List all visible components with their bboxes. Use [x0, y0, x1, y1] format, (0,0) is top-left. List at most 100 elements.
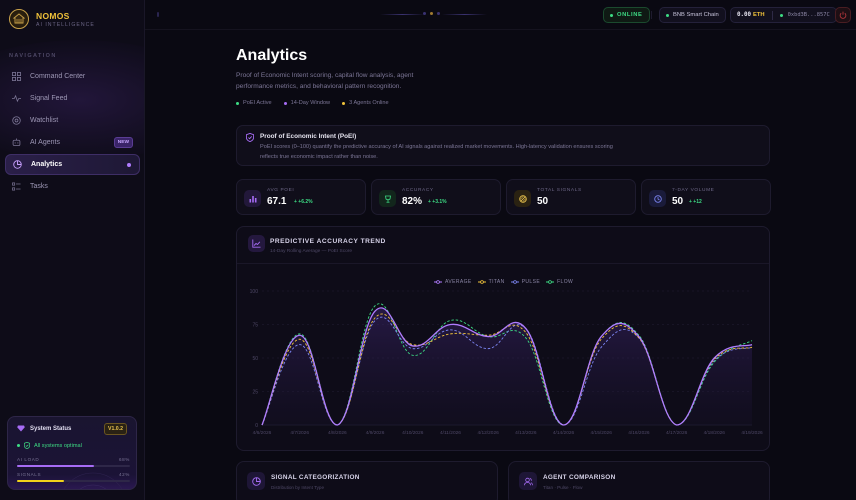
- line-chart-icon: [248, 235, 265, 252]
- power-icon: [839, 11, 847, 19]
- ai-load-fill: [17, 465, 94, 467]
- sidebar-nav: Command Center Signal Feed Watchlist AI …: [5, 66, 140, 198]
- legend-item-titan[interactable]: TITAN: [477, 279, 505, 285]
- legend-item-pulse[interactable]: PULSE: [510, 279, 540, 285]
- brand-subtitle: AI INTELLIGENCE: [36, 21, 95, 28]
- svg-text:4/12/2026: 4/12/2026: [477, 430, 499, 436]
- svg-text:4/18/2026: 4/18/2026: [704, 430, 726, 436]
- stat-value: 67.1: [267, 196, 287, 207]
- ai-load-meter: AI LOAD 68%: [17, 457, 130, 467]
- legend-item-flow[interactable]: FLOW: [546, 279, 573, 285]
- network-selector[interactable]: BNB Smart Chain: [659, 7, 726, 23]
- new-badge: NEW: [113, 137, 133, 148]
- topbar: ONLINE BNB Smart Chain 0.00 ETH 0xbd3B..…: [145, 0, 856, 30]
- tag-poei-active: PoEI Active: [236, 100, 272, 106]
- stat-card-accuracy: ACCURACY 82% + +3.1%: [371, 179, 501, 215]
- topbar-decor-line-right: [442, 14, 487, 15]
- wallet-connected-dot: [779, 13, 783, 17]
- signals-fill: [17, 480, 65, 482]
- sidebar-item-command-center[interactable]: Command Center: [5, 66, 140, 87]
- svg-text:75: 75: [252, 322, 258, 328]
- page-title: Analytics: [236, 47, 308, 64]
- decorative-rings: [63, 472, 123, 489]
- status-dot: [17, 444, 20, 447]
- line-chart[interactable]: 0 25 50 75 100 4/6/2026 4/7/2026 4/8/2026 4/9/20…: [237, 227, 770, 451]
- svg-text:4/13/2026: 4/13/2026: [515, 430, 537, 436]
- sidebar-item-label: AI Agents: [30, 139, 60, 146]
- stat-card-total-signals: TOTAL SIGNALS 50: [506, 179, 636, 215]
- status-title: System Status: [30, 425, 72, 432]
- svg-text:50: 50: [252, 356, 258, 362]
- stat-value: 82%: [402, 196, 423, 207]
- shield-icon: [246, 133, 254, 142]
- accuracy-trend-card: PREDICTIVE ACCURACY TREND 14-Day Rolling…: [236, 226, 770, 451]
- svg-text:4/16/2026: 4/16/2026: [628, 430, 650, 436]
- grid-icon: [11, 72, 21, 82]
- poei-info-card: Proof of Economic Intent (PoEI) PoEI sco…: [236, 125, 770, 166]
- active-indicator-dot: [127, 162, 131, 167]
- sidebar: NOMOS AI INTELLIGENCE NAVIGATION Command…: [0, 0, 145, 500]
- stat-card-7day-volume: 7-DAY VOLUME 50 + +12: [641, 179, 771, 215]
- chart-title: PREDICTIVE ACCURACY TREND: [270, 238, 386, 245]
- sidebar-item-label: Watchlist: [30, 117, 59, 124]
- divider: [771, 10, 773, 20]
- brand-logo-icon: [9, 9, 29, 29]
- brand[interactable]: NOMOS AI INTELLIGENCE: [9, 9, 95, 29]
- pie-chart-icon: [247, 472, 265, 490]
- card-title: SIGNAL CATEGORIZATION: [271, 474, 360, 481]
- sidebar-item-tasks[interactable]: Tasks: [5, 176, 140, 197]
- wallet-button[interactable]: 0.00 ETH 0xbd3B...857C: [730, 7, 837, 23]
- sidebar-item-label: Tasks: [30, 183, 48, 190]
- sidebar-item-signal-feed[interactable]: Signal Feed: [5, 88, 140, 109]
- legend-item-average[interactable]: AVERAGE: [434, 279, 472, 285]
- activity-icon: [11, 94, 21, 104]
- users-icon: [519, 472, 537, 490]
- stat-label: ACCURACY: [402, 188, 434, 193]
- sidebar-item-label: Analytics: [31, 161, 63, 168]
- sidebar-toggle-handle[interactable]: [157, 12, 159, 17]
- disconnect-button[interactable]: [835, 7, 851, 23]
- svg-text:4/17/2026: 4/17/2026: [666, 430, 688, 436]
- svg-text:4/10/2026: 4/10/2026: [402, 430, 424, 436]
- network-dot: [666, 13, 669, 17]
- brand-name: NOMOS: [36, 10, 70, 21]
- nav-section-label: NAVIGATION: [9, 53, 57, 59]
- status-header: System Status: [17, 425, 71, 432]
- svg-text:0: 0: [255, 423, 258, 429]
- trophy-icon: [379, 190, 396, 207]
- online-status-badge: ONLINE: [603, 7, 650, 23]
- divider: [237, 263, 769, 264]
- chart-legend: AVERAGE TITAN PULSE FLOW: [434, 279, 573, 285]
- stat-delta: + +6.2%: [294, 199, 313, 205]
- stat-card-avg-poei: AVG POEI 67.1 + +6.2%: [236, 179, 366, 215]
- sidebar-item-analytics[interactable]: Analytics: [5, 154, 140, 175]
- topbar-center-dots: [423, 12, 440, 15]
- signals-meter: SIGNALS 42%: [17, 472, 130, 482]
- stat-value: 50: [537, 196, 549, 207]
- balance-unit: ETH: [752, 12, 765, 18]
- online-dot: [610, 13, 613, 17]
- eye-icon: [11, 116, 21, 126]
- sidebar-item-watchlist[interactable]: Watchlist: [5, 110, 140, 131]
- info-text: PoEI scores (0–100) quantify the predict…: [260, 144, 613, 160]
- card-title: AGENT COMPARISON: [543, 474, 616, 481]
- balance-value: 0.00: [737, 12, 751, 18]
- svg-text:4/6/2026: 4/6/2026: [253, 430, 272, 436]
- diamond-icon: [17, 425, 25, 432]
- info-title: Proof of Economic Intent (PoEI): [260, 133, 357, 140]
- sidebar-item-ai-agents[interactable]: AI Agents NEW: [5, 132, 140, 153]
- stat-label: 7-DAY VOLUME: [672, 188, 715, 193]
- shield-check-icon: [24, 442, 30, 449]
- page-description: Proof of Economic Intent scoring, capita…: [236, 72, 414, 90]
- pie-chart-icon: [12, 160, 22, 170]
- bar-chart-icon: [244, 190, 261, 207]
- wallet-address: 0xbd3B...857C: [787, 12, 830, 18]
- status-tags: PoEI Active 14-Day Window 3 Agents Onlin…: [236, 100, 389, 106]
- list-icon: [11, 182, 21, 192]
- stat-value: 50: [672, 196, 684, 207]
- series-average: [261, 307, 753, 426]
- tag-agents-online: 3 Agents Online: [342, 100, 389, 106]
- stat-label: AVG POEI: [267, 188, 295, 193]
- system-status-card: System Status V1.0.2 All systems optimal…: [7, 416, 137, 490]
- svg-text:25: 25: [252, 389, 258, 395]
